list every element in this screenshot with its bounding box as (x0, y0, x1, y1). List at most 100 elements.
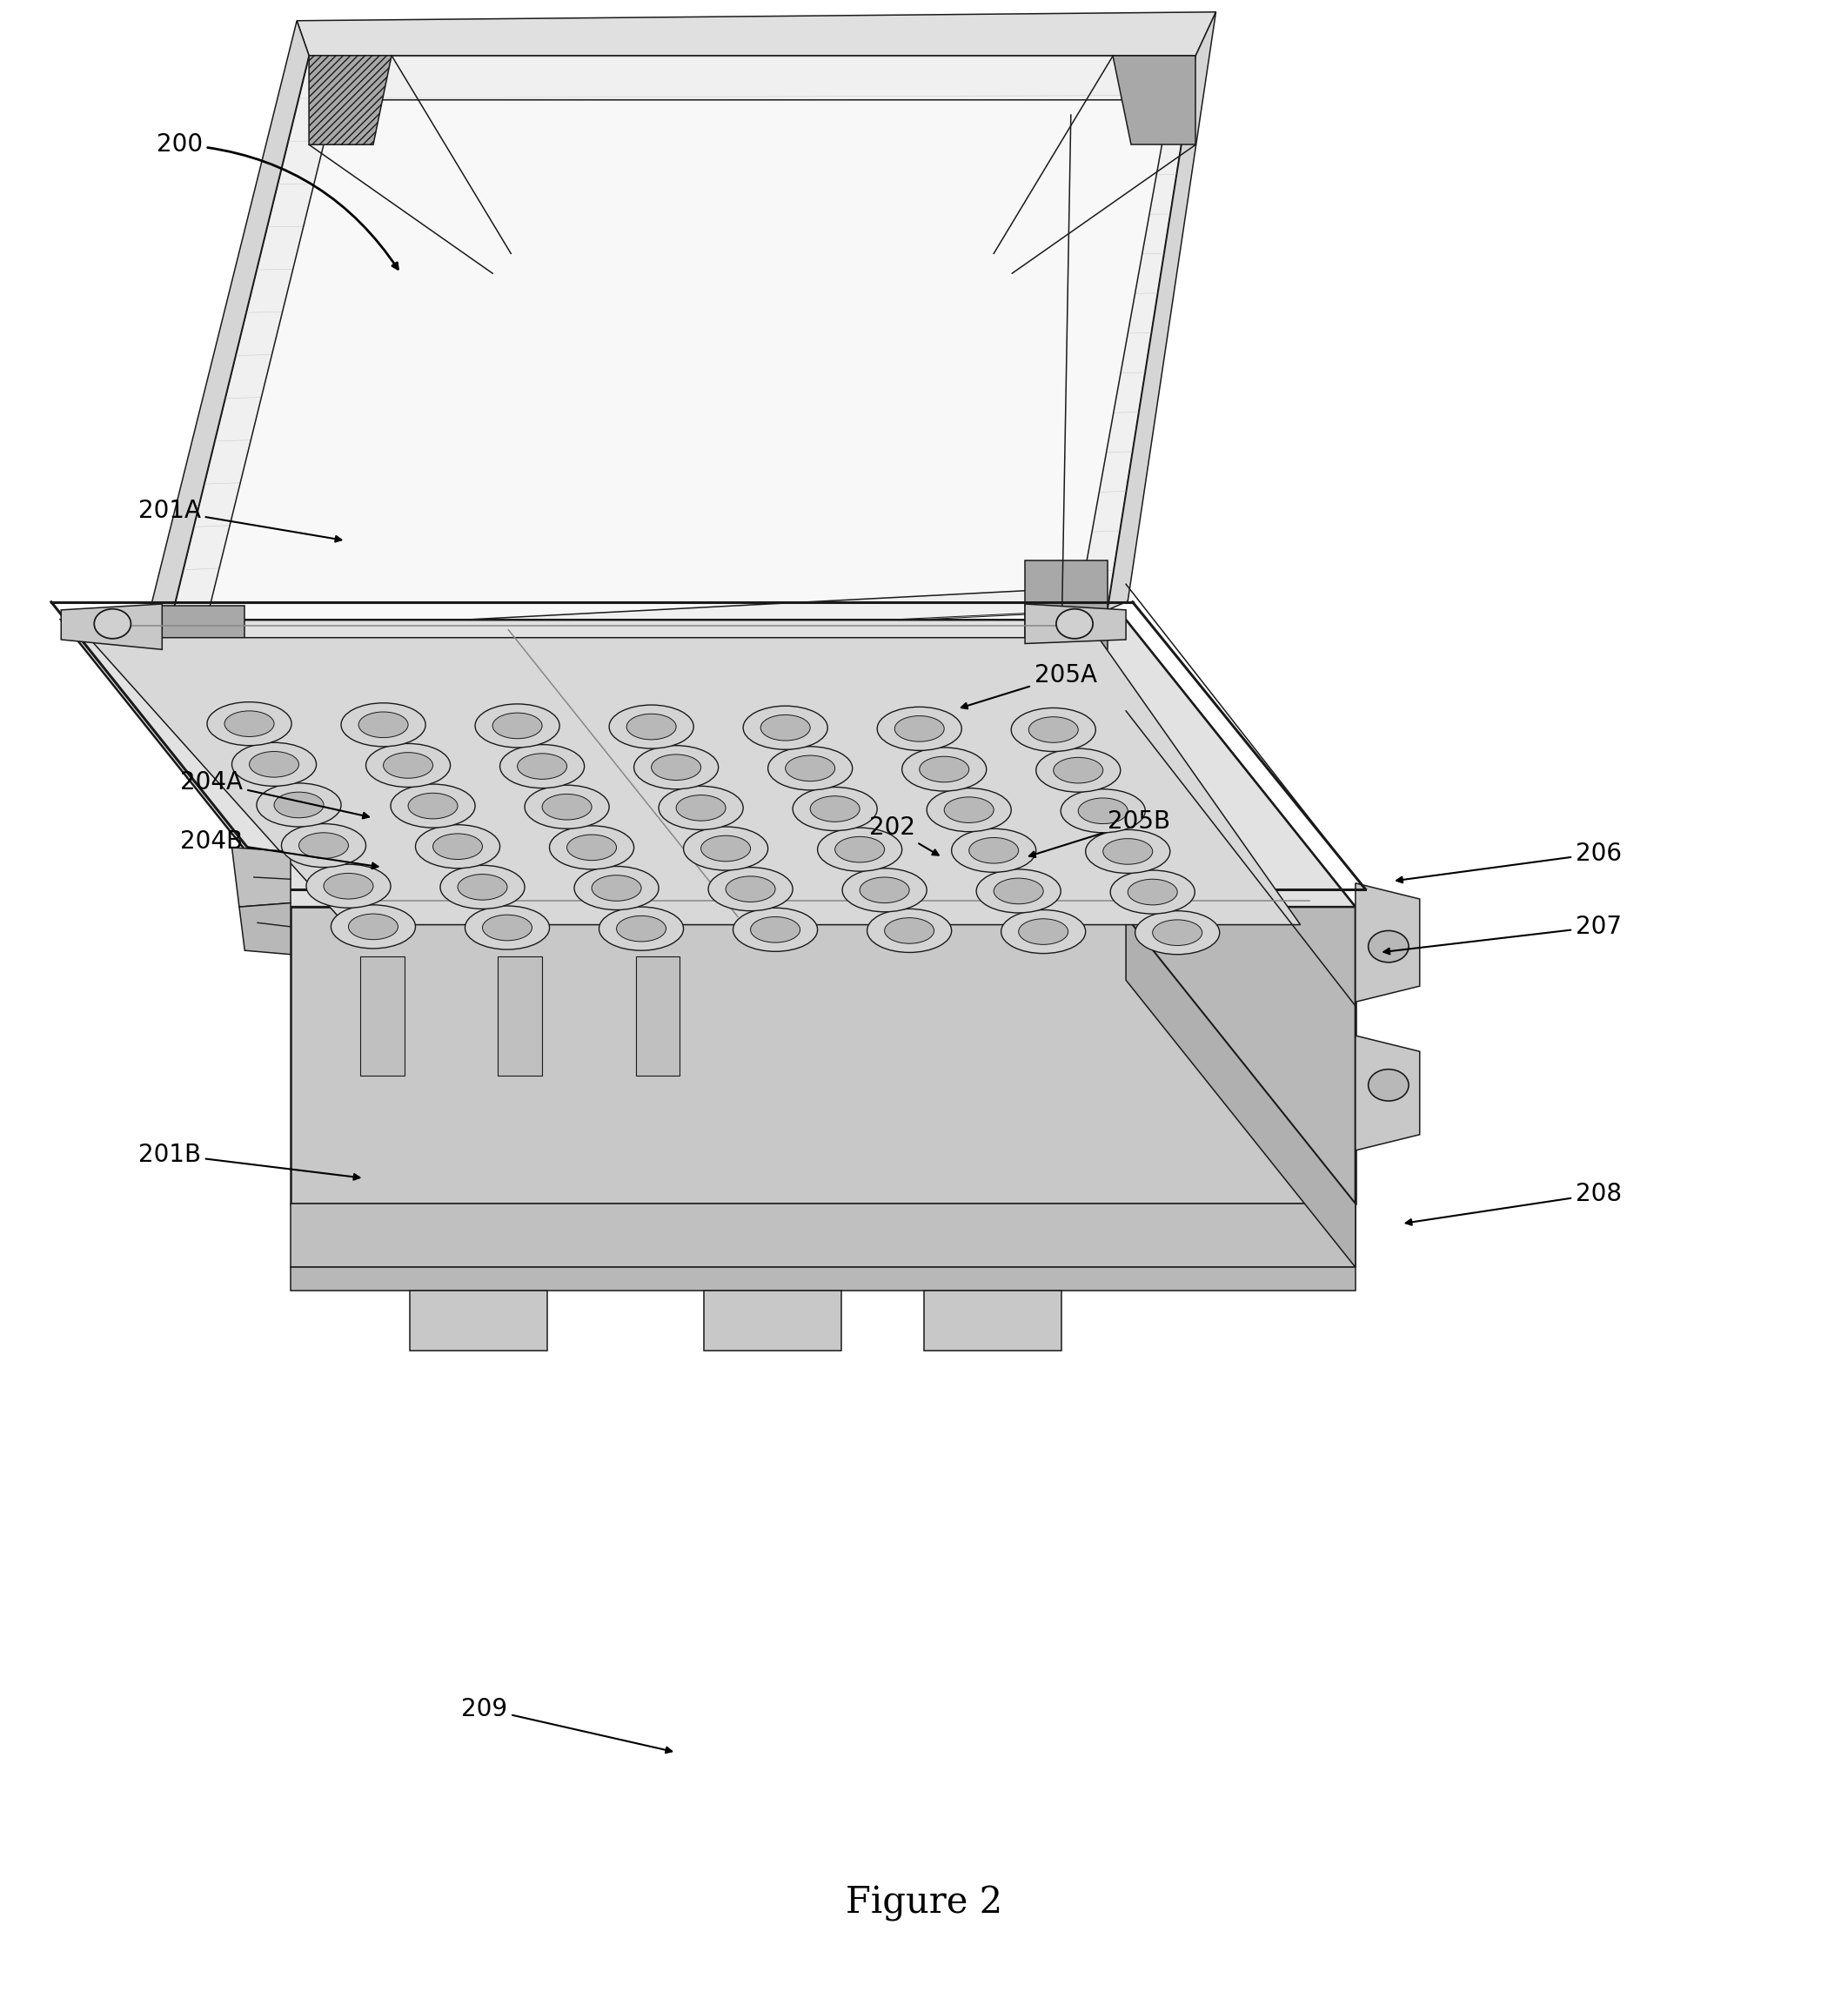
Ellipse shape (1011, 707, 1096, 751)
Ellipse shape (843, 869, 926, 912)
Polygon shape (1125, 620, 1355, 1203)
Ellipse shape (769, 747, 852, 791)
Ellipse shape (626, 713, 676, 739)
Ellipse shape (684, 827, 769, 871)
Ellipse shape (878, 707, 961, 751)
Polygon shape (290, 906, 1355, 1203)
Ellipse shape (809, 797, 859, 823)
Polygon shape (704, 1291, 841, 1351)
Ellipse shape (817, 829, 902, 871)
Ellipse shape (920, 757, 968, 783)
Ellipse shape (257, 783, 342, 827)
Ellipse shape (634, 745, 719, 789)
Ellipse shape (408, 793, 458, 819)
Ellipse shape (926, 789, 1011, 833)
Polygon shape (1355, 882, 1419, 1002)
Ellipse shape (249, 751, 299, 777)
Ellipse shape (650, 755, 700, 781)
Ellipse shape (885, 918, 933, 944)
Ellipse shape (793, 787, 878, 831)
Text: 202: 202 (869, 815, 939, 855)
Ellipse shape (299, 833, 349, 859)
Ellipse shape (726, 876, 776, 902)
Ellipse shape (944, 797, 994, 823)
Polygon shape (163, 56, 1196, 655)
Ellipse shape (1368, 1070, 1408, 1102)
Ellipse shape (902, 747, 987, 791)
Ellipse shape (599, 906, 684, 950)
Polygon shape (410, 1291, 547, 1351)
Ellipse shape (94, 610, 131, 639)
Polygon shape (1355, 1036, 1419, 1151)
Ellipse shape (359, 711, 408, 737)
Ellipse shape (1057, 610, 1092, 639)
Ellipse shape (207, 701, 292, 745)
Ellipse shape (1127, 878, 1177, 904)
Polygon shape (163, 606, 244, 695)
Ellipse shape (231, 743, 316, 787)
Polygon shape (924, 1291, 1063, 1351)
Ellipse shape (493, 713, 541, 739)
Ellipse shape (894, 715, 944, 741)
Polygon shape (636, 956, 680, 1076)
Ellipse shape (575, 867, 658, 910)
Ellipse shape (1029, 717, 1077, 743)
Ellipse shape (349, 914, 397, 940)
Ellipse shape (458, 874, 506, 900)
Ellipse shape (1111, 871, 1196, 914)
Text: 209: 209 (462, 1697, 673, 1753)
Ellipse shape (1037, 749, 1120, 793)
Text: 204A: 204A (181, 771, 370, 819)
Ellipse shape (1077, 799, 1127, 825)
Ellipse shape (567, 835, 617, 861)
Ellipse shape (761, 715, 809, 741)
Text: 201B: 201B (139, 1141, 360, 1179)
Ellipse shape (1085, 831, 1170, 872)
Ellipse shape (591, 874, 641, 900)
Text: 207: 207 (1384, 914, 1623, 954)
Ellipse shape (541, 795, 591, 821)
Polygon shape (1026, 560, 1107, 649)
Polygon shape (290, 1203, 1355, 1267)
Ellipse shape (734, 908, 817, 952)
Ellipse shape (549, 827, 634, 869)
Ellipse shape (835, 837, 885, 863)
Text: 204B: 204B (181, 829, 379, 869)
Polygon shape (89, 637, 1301, 924)
Ellipse shape (1018, 918, 1068, 944)
Ellipse shape (342, 703, 425, 747)
Polygon shape (360, 956, 405, 1076)
Polygon shape (61, 620, 1355, 906)
Ellipse shape (1061, 789, 1146, 833)
Ellipse shape (323, 872, 373, 898)
Ellipse shape (383, 753, 432, 779)
Ellipse shape (517, 753, 567, 779)
Ellipse shape (994, 878, 1044, 904)
Ellipse shape (366, 743, 451, 787)
Ellipse shape (482, 914, 532, 940)
Ellipse shape (658, 787, 743, 831)
Ellipse shape (952, 829, 1037, 872)
Ellipse shape (501, 745, 584, 789)
Ellipse shape (432, 833, 482, 859)
Ellipse shape (785, 755, 835, 781)
Polygon shape (203, 100, 1170, 633)
Ellipse shape (307, 865, 390, 908)
Ellipse shape (281, 825, 366, 867)
Ellipse shape (440, 865, 525, 908)
Ellipse shape (610, 705, 693, 749)
Ellipse shape (416, 825, 501, 869)
Polygon shape (499, 956, 541, 1076)
Ellipse shape (1103, 839, 1153, 865)
Polygon shape (1125, 916, 1355, 1267)
Ellipse shape (968, 837, 1018, 863)
Polygon shape (298, 12, 1216, 56)
Ellipse shape (1002, 910, 1085, 954)
Polygon shape (290, 1267, 1355, 1291)
Ellipse shape (676, 795, 726, 821)
Ellipse shape (708, 867, 793, 910)
Polygon shape (309, 56, 392, 145)
Polygon shape (142, 20, 309, 655)
Ellipse shape (331, 904, 416, 948)
Ellipse shape (976, 869, 1061, 912)
